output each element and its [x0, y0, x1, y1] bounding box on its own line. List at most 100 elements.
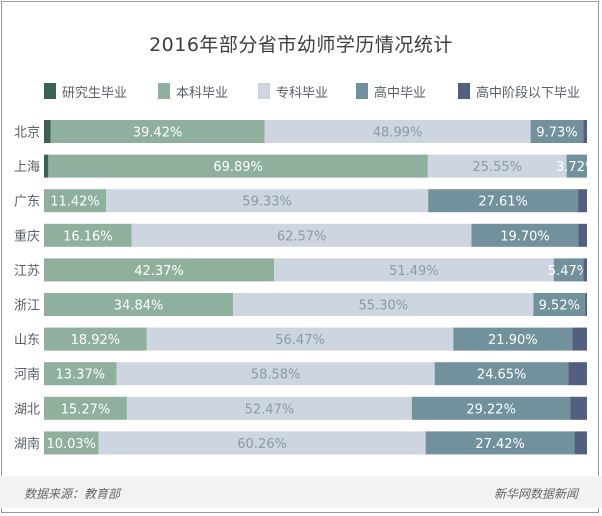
- data-label-junior-college: 59.33%: [242, 195, 292, 210]
- data-label-bachelor: 39.42%: [133, 126, 183, 141]
- legend-item-graduate: 研究生毕业: [44, 82, 128, 101]
- data-label-bachelor: 34.84%: [114, 299, 164, 314]
- chart-title: 2016年部分省市幼师学历情况统计: [149, 34, 453, 56]
- bar-segment-bachelor: [44, 396, 127, 420]
- data-label-bachelor: 15.27%: [61, 402, 111, 417]
- legend-item-below-high-school: 高中阶段以下毕业: [458, 82, 581, 101]
- data-label-high-school: 19.70%: [500, 229, 550, 244]
- legend-label-graduate: 研究生毕业: [62, 85, 128, 101]
- bar-segment-high-school: [530, 120, 584, 143]
- bar-segment-high-school: [453, 327, 573, 351]
- bar-segment-graduate: [44, 120, 51, 143]
- data-label-high-school: 24.65%: [477, 368, 527, 383]
- legend-item-junior-college: 专科毕业: [258, 82, 329, 101]
- data-label-high-school: 29.22%: [466, 402, 516, 417]
- data-label-junior-college: 55.30%: [359, 299, 409, 314]
- category-label: 湖南: [14, 436, 40, 452]
- bar-segment-below-high-school: [583, 258, 587, 282]
- bar-segment-junior-college: [233, 293, 534, 316]
- data-label-junior-college: 60.26%: [237, 437, 287, 452]
- data-label-junior-college: 58.58%: [251, 368, 301, 383]
- data-label-high-school: 9.73%: [536, 126, 577, 141]
- data-label-junior-college: 48.99%: [373, 126, 423, 141]
- category-label: 广东: [14, 195, 40, 210]
- bar-segment-junior-college: [274, 258, 554, 282]
- legend-label-high-school: 高中毕业: [374, 85, 427, 101]
- data-label-bachelor: 13.37%: [56, 368, 106, 383]
- data-label-bachelor: 18.92%: [71, 333, 121, 348]
- bar-segment-bachelor: [48, 154, 428, 178]
- data-label-bachelor: 11.42%: [50, 195, 100, 210]
- bar-segment-high-school: [411, 396, 571, 420]
- legend-swatch-below-high-school: [458, 83, 470, 99]
- data-label-junior-college: 25.55%: [472, 160, 522, 175]
- bar-segment-high-school: [533, 293, 586, 316]
- bar-segment-below-high-school: [572, 327, 587, 351]
- legend-swatch-graduate: [44, 83, 56, 99]
- bar-segment-high-school: [425, 431, 575, 455]
- bar-segment-below-high-school: [578, 223, 587, 247]
- data-label-bachelor: 10.03%: [46, 437, 96, 452]
- legend-label-junior-college: 专科毕业: [276, 85, 329, 101]
- bar-segment-bachelor: [44, 258, 275, 282]
- data-label-junior-college: 62.57%: [277, 229, 327, 244]
- category-label: 江苏: [14, 263, 40, 279]
- data-label-high-school: 27.42%: [475, 437, 525, 452]
- bar-segment-below-high-school: [578, 189, 587, 213]
- bar-segment-junior-college: [146, 327, 454, 351]
- legend-swatch-junior-college: [258, 83, 270, 99]
- bar-segment-bachelor: [50, 120, 265, 143]
- data-source-note: 数据来源：教育部: [24, 487, 121, 501]
- legend-swatch-high-school: [356, 83, 368, 99]
- category-label: 山东: [14, 333, 40, 348]
- bar-segment-below-high-school: [585, 293, 587, 316]
- bar-segment-high-school: [471, 223, 579, 247]
- bar-segment-below-high-school: [583, 120, 587, 143]
- bar-segment-bachelor: [44, 189, 107, 213]
- bar-segment-junior-college: [98, 431, 426, 455]
- data-label-high-school: 9.52%: [539, 299, 580, 314]
- bar-segment-junior-college: [106, 189, 429, 213]
- category-label: 重庆: [14, 228, 40, 244]
- bar-segment-graduate: [44, 154, 49, 178]
- data-label-bachelor: 42.37%: [134, 264, 184, 279]
- category-label: 浙江: [14, 299, 40, 314]
- bar-segment-junior-college: [126, 396, 412, 420]
- legend-swatch-bachelor: [158, 83, 170, 99]
- data-label-junior-college: 51.49%: [389, 264, 439, 279]
- data-label-junior-college: 52.47%: [245, 402, 295, 417]
- publisher-credit: 新华网数据新闻: [493, 487, 578, 501]
- legend-item-high-school: 高中毕业: [356, 82, 427, 101]
- data-label-high-school: 5.47%: [548, 264, 589, 279]
- bar-segment-junior-college: [116, 362, 435, 386]
- bar-segment-below-high-school: [570, 396, 587, 420]
- bar-segment-bachelor: [44, 293, 234, 316]
- footer-bar: [0, 476, 602, 508]
- category-label: 上海: [14, 160, 40, 175]
- bar-segment-junior-college: [131, 223, 472, 247]
- bar-segment-bachelor: [44, 327, 147, 351]
- bar-segment-bachelor: [44, 431, 99, 455]
- bar-segment-junior-college: [264, 120, 531, 143]
- data-label-high-school: 27.61%: [478, 195, 528, 210]
- bar-segment-bachelor: [44, 362, 117, 386]
- bar-segment-high-school: [434, 362, 569, 386]
- bar-segment-high-school: [566, 154, 587, 178]
- category-label: 湖北: [14, 402, 40, 417]
- legend-item-bachelor: 本科毕业: [158, 82, 229, 101]
- bar-segment-bachelor: [44, 223, 132, 247]
- data-label-high-school: 3.72%: [556, 160, 597, 175]
- legend-label-bachelor: 本科毕业: [176, 85, 229, 101]
- category-label: 河南: [14, 367, 40, 383]
- data-label-bachelor: 16.16%: [63, 229, 113, 244]
- bar-segment-high-school: [428, 189, 579, 213]
- data-label-junior-college: 56.47%: [275, 333, 325, 348]
- data-label-bachelor: 69.89%: [213, 160, 263, 175]
- legend-label-below-high-school: 高中阶段以下毕业: [476, 85, 581, 101]
- bar-segment-junior-college: [427, 154, 567, 178]
- category-label: 北京: [14, 126, 40, 141]
- data-label-high-school: 21.90%: [488, 333, 538, 348]
- bar-segment-below-high-school: [574, 431, 587, 455]
